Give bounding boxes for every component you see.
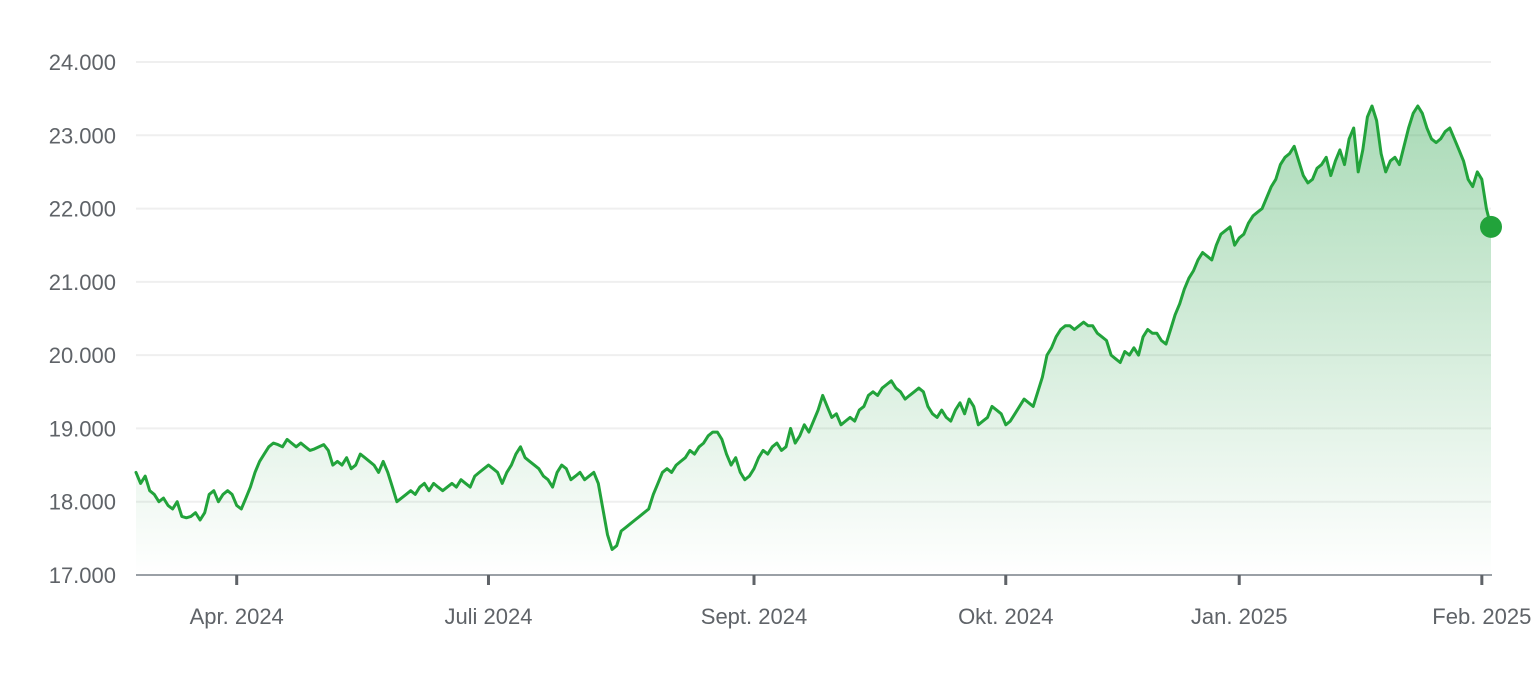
y-axis-labels: 17.000 18.000 19.000 20.000 21.000 22.000 23.0…: [49, 50, 116, 588]
x-tick-label: Jan. 2025: [1191, 604, 1288, 629]
y-tick-label: 17.000: [49, 563, 116, 588]
x-tick-label: Feb. 2025: [1432, 604, 1531, 629]
y-tick-label: 20.000: [49, 343, 116, 368]
x-tick-label: Apr. 2024: [190, 604, 284, 629]
series-line: [134, 104, 1493, 551]
x-axis-ticks: Apr. 2024 Juli 2024 Sept. 2024 Okt. 2024 Jan…: [190, 575, 1531, 629]
x-tick-label: Okt. 2024: [958, 604, 1053, 629]
y-tick-label: 23.000: [49, 123, 116, 148]
grid-lines: [136, 61, 1491, 503]
last-value-marker: [1480, 215, 1502, 238]
series-area: [136, 106, 1491, 575]
x-tick-label: Juli 2024: [444, 604, 532, 629]
y-tick-label: 21.000: [49, 270, 116, 295]
y-tick-label: 24.000: [49, 50, 116, 75]
y-tick-label: 19.000: [49, 416, 116, 441]
y-tick-label: 18.000: [49, 490, 116, 515]
x-tick-label: Sept. 2024: [701, 604, 807, 629]
y-tick-label: 22.000: [49, 197, 116, 222]
